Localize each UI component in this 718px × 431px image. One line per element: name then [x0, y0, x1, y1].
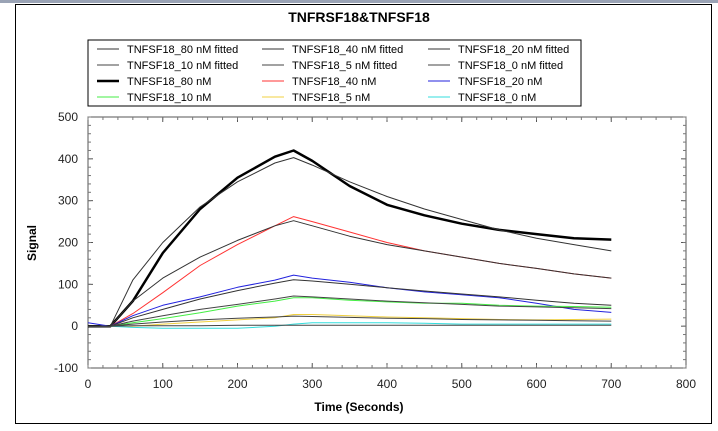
series-line-tnfsf18-40-nm-fitted	[88, 220, 612, 327]
y-tick-label: 100	[58, 277, 78, 291]
series-line-tnfsf18-10-nm-fitted	[88, 295, 612, 327]
series-line-tnfsf18-20-nm	[87, 274, 612, 327]
axis-ticks: 0 100 200 300 400 500 600 700 800 -100 0 100 200 300 4…	[54, 110, 696, 391]
chart-frame	[15, 4, 712, 424]
legend-label: TNFSF18_20 nM fitted	[458, 44, 569, 56]
series-line-tnfsf18-5-nm-fitted	[88, 315, 612, 327]
legend-label: TNFSF18_40 nM fitted	[292, 44, 403, 56]
legend: TNFSF18_80 nM fitted TNFSF18_40 nM fitted…	[97, 44, 569, 104]
x-tick-label: 200	[227, 377, 247, 391]
chart-title: TNFRSF18&TNFSF18	[288, 9, 430, 25]
legend-label: TNFSF18_40 nM	[292, 76, 376, 88]
y-tick-label: 300	[58, 194, 78, 208]
y-tick-label: -100	[54, 361, 78, 375]
legend-label: TNFSF18_10 nM fitted	[127, 60, 238, 72]
series-line-tnfsf18-80-nm	[88, 149, 612, 328]
series-line-tnfsf18-80-nm-fitted	[88, 157, 612, 327]
x-tick-label: 100	[153, 377, 173, 391]
legend-label: TNFSF18_20 nM	[458, 76, 542, 88]
legend-label: TNFSF18_80 nM fitted	[127, 44, 238, 56]
y-tick-label: 400	[58, 152, 78, 166]
series-lines	[87, 149, 612, 329]
x-tick-label: 700	[601, 377, 621, 391]
legend-label: TNFSF18_0 nM fitted	[458, 60, 563, 72]
legend-label: TNFSF18_80 nM	[127, 76, 211, 88]
series-line-tnfsf18-0-nm-fitted	[88, 324, 612, 327]
legend-label: TNFSF18_0 nM	[458, 92, 536, 104]
y-axis-label: Signal	[25, 225, 39, 261]
legend-box	[87, 39, 582, 107]
x-axis-label: Time (Seconds)	[314, 400, 403, 414]
x-tick-label: 0	[85, 377, 92, 391]
x-tick-label: 800	[676, 377, 696, 391]
series-line-tnfsf18-10-nm	[88, 297, 612, 327]
x-tick-label: 600	[526, 377, 546, 391]
x-tick-label: 500	[452, 377, 472, 391]
window-top-edge	[0, 0, 718, 3]
x-tick-label: 300	[302, 377, 322, 391]
series-line-tnfsf18-20-nm-fitted	[88, 279, 612, 327]
series-line-tnfsf18-0-nm	[88, 322, 612, 329]
x-tick-label: 400	[377, 377, 397, 391]
legend-label: TNFSF18_5 nM fitted	[292, 60, 397, 72]
y-tick-label: 200	[58, 236, 78, 250]
legend-label: TNFSF18_5 nM	[292, 92, 370, 104]
legend-label: TNFSF18_10 nM	[127, 92, 211, 104]
y-tick-label: 0	[71, 319, 78, 333]
y-tick-label: 500	[58, 110, 78, 124]
